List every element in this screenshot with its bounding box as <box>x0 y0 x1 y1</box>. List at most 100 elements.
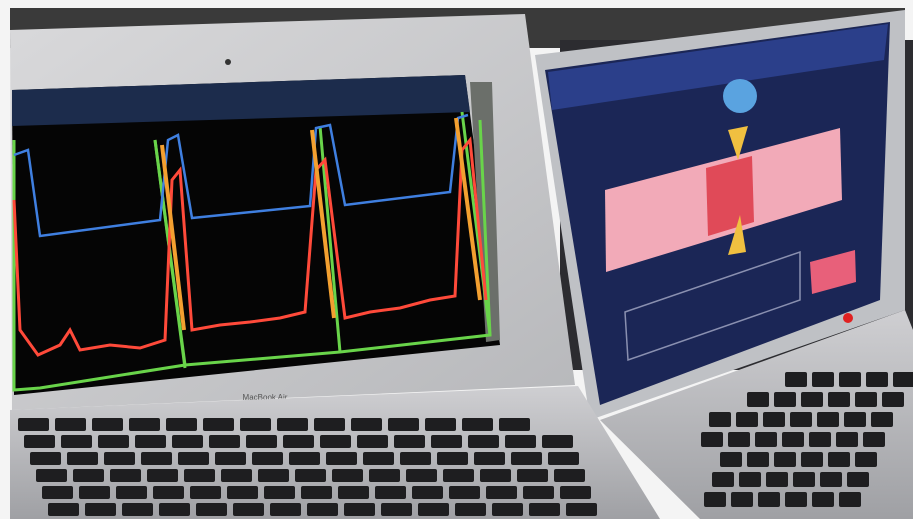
key <box>801 452 823 467</box>
key <box>104 452 135 465</box>
key <box>774 392 796 407</box>
key <box>455 503 486 516</box>
key <box>560 486 591 499</box>
key <box>48 503 79 516</box>
key <box>828 392 850 407</box>
key <box>763 412 785 427</box>
key <box>542 435 573 448</box>
key <box>418 503 449 516</box>
key <box>326 452 357 465</box>
key <box>817 412 839 427</box>
key <box>412 486 443 499</box>
key <box>357 435 388 448</box>
key <box>400 452 431 465</box>
key <box>307 503 338 516</box>
key <box>425 418 456 431</box>
key <box>499 418 530 431</box>
key <box>812 492 834 507</box>
key <box>203 418 234 431</box>
key <box>289 452 320 465</box>
key <box>529 503 560 516</box>
key <box>258 469 289 482</box>
key <box>73 469 104 482</box>
key <box>701 432 723 447</box>
key <box>369 469 400 482</box>
key <box>394 435 425 448</box>
key <box>178 452 209 465</box>
key <box>844 412 866 427</box>
key <box>809 432 831 447</box>
key <box>332 469 363 482</box>
key <box>92 418 123 431</box>
key <box>388 418 419 431</box>
key <box>116 486 147 499</box>
key <box>839 492 861 507</box>
key <box>215 452 246 465</box>
key <box>468 435 499 448</box>
key <box>747 392 769 407</box>
key <box>196 503 227 516</box>
key <box>893 372 913 387</box>
key <box>79 486 110 499</box>
key <box>523 486 554 499</box>
key <box>812 372 834 387</box>
key <box>301 486 332 499</box>
key <box>375 486 406 499</box>
key <box>166 418 197 431</box>
key <box>147 469 178 482</box>
key <box>785 372 807 387</box>
key <box>209 435 240 448</box>
key <box>720 452 742 467</box>
key <box>866 372 888 387</box>
key <box>320 435 351 448</box>
key <box>443 469 474 482</box>
key <box>554 469 585 482</box>
key <box>18 418 49 431</box>
key <box>747 452 769 467</box>
key <box>766 472 788 487</box>
page: Laptops {"image": {"laptop_label": "MacB… <box>0 0 913 519</box>
key <box>486 486 517 499</box>
key <box>828 452 850 467</box>
key <box>110 469 141 482</box>
key <box>449 486 480 499</box>
key <box>351 418 382 431</box>
key <box>755 432 777 447</box>
key <box>277 418 308 431</box>
key <box>437 452 468 465</box>
key <box>129 418 160 431</box>
body: MacBook Air (() => { const data = JSON.p… <box>0 0 913 519</box>
blue-circle <box>723 79 757 113</box>
key <box>793 472 815 487</box>
key <box>820 472 842 487</box>
key <box>184 469 215 482</box>
key <box>462 418 493 431</box>
key <box>159 503 190 516</box>
key <box>233 503 264 516</box>
key <box>728 432 750 447</box>
key <box>736 412 758 427</box>
key <box>836 432 858 447</box>
key <box>270 503 301 516</box>
key <box>240 418 271 431</box>
key <box>98 435 129 448</box>
key <box>67 452 98 465</box>
camera <box>225 59 231 65</box>
photo: MacBook Air <box>0 0 913 519</box>
key <box>801 392 823 407</box>
key <box>42 486 73 499</box>
key <box>712 472 734 487</box>
key <box>55 418 86 431</box>
key <box>283 435 314 448</box>
key <box>511 452 542 465</box>
key <box>739 472 761 487</box>
key <box>344 503 375 516</box>
key <box>566 503 597 516</box>
key <box>731 492 753 507</box>
key <box>790 412 812 427</box>
key <box>548 452 579 465</box>
key <box>381 503 412 516</box>
key <box>855 452 877 467</box>
key <box>24 435 55 448</box>
key <box>704 492 726 507</box>
